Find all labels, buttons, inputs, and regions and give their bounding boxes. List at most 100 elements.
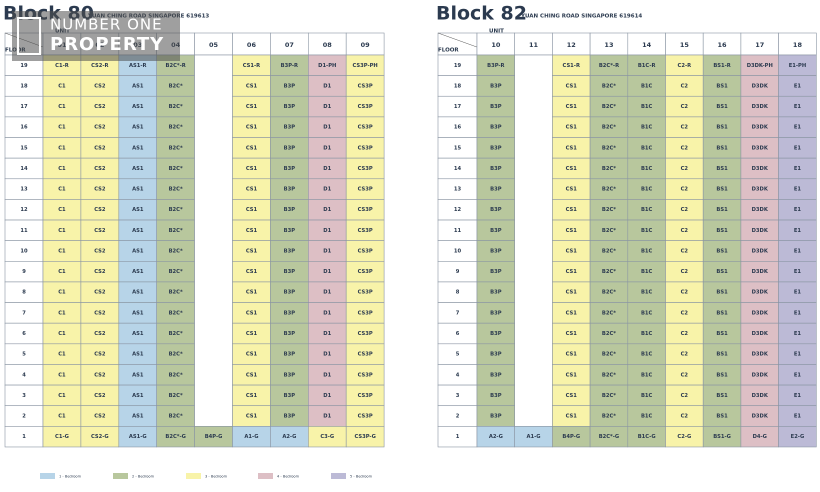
unit-type: D3DK [752, 228, 769, 234]
unit-type: C2 [681, 187, 689, 193]
floor-number: 19 [454, 63, 462, 69]
unit-number: 13 [604, 41, 613, 49]
unit-type: B3P [490, 414, 502, 420]
unit-type: C2 [681, 166, 689, 172]
floor-number: 18 [454, 83, 462, 89]
unit-type: B3P [284, 207, 296, 213]
unit-type: D1 [323, 187, 331, 193]
unit-type: B3P [490, 331, 502, 337]
unit-type: CS1 [246, 166, 258, 172]
unit-type: C1 [58, 145, 66, 151]
unit-type: AS1 [132, 310, 144, 316]
unit-type: E1 [794, 166, 802, 172]
floor-number: 3 [456, 393, 460, 399]
unit-type: C2 [681, 290, 689, 296]
unit-type: CS1 [246, 310, 258, 316]
floor-number: 11 [20, 228, 28, 234]
unit-type: B3P [284, 166, 296, 172]
unit-type: B3P [284, 290, 296, 296]
unit-type: B3P [284, 393, 296, 399]
unit-type: B1C [641, 310, 653, 316]
unit-type: E1 [794, 393, 802, 399]
unit-type: CS1 [566, 372, 578, 378]
unit-type: B2C* [602, 372, 616, 378]
unit-type: B3P [490, 207, 502, 213]
unit-type: C1 [58, 331, 66, 337]
unit-type: CS1 [566, 145, 578, 151]
floor-number: 10 [20, 248, 28, 254]
unit-type: CS1 [566, 125, 578, 131]
legend-swatch [113, 473, 128, 479]
floor-number: 11 [454, 228, 462, 234]
unit-type: CS3P [358, 372, 373, 378]
unit-type: D1 [323, 207, 331, 213]
unit-type: C1 [58, 414, 66, 420]
unit-type: B1C [641, 290, 653, 296]
unit-number: 05 [209, 41, 219, 49]
unit-type: CS2-R [91, 63, 108, 69]
unit-type: CS1 [566, 248, 578, 254]
block-title: Block 82 [436, 3, 527, 25]
unit-type: B1C [641, 83, 653, 89]
unit-type: B2C*-G [165, 434, 186, 440]
unit-type: B1C [641, 269, 653, 275]
unit-type: CS2 [94, 290, 106, 296]
unit-type: B2C* [169, 187, 183, 193]
unit-type: D3DK [752, 372, 769, 378]
unit-type: C2 [681, 83, 689, 89]
unit-type: B1C [641, 414, 653, 420]
unit-type: B2C* [169, 372, 183, 378]
unit-type: D3DK [752, 290, 769, 296]
unit-type: BS1 [716, 290, 728, 296]
unit-type: CS1 [566, 414, 578, 420]
unit-type: C2 [681, 414, 689, 420]
unit-type: BS1 [716, 393, 728, 399]
unit-type: D3DK [752, 83, 769, 89]
unit-type: CS3P [358, 207, 373, 213]
floor-number: 9 [22, 269, 26, 275]
unit-type: CS1 [566, 104, 578, 110]
unit-type: CS1 [566, 331, 578, 337]
unit-type: C1 [58, 310, 66, 316]
unit-type: B3P [490, 187, 502, 193]
legend-swatch [258, 473, 273, 479]
unit-type: B2C* [602, 290, 616, 296]
unit-type: CS1 [246, 248, 258, 254]
unit-type: CS3P [358, 331, 373, 337]
unit-type: C2 [681, 228, 689, 234]
unit-type: B2C*-R [599, 63, 619, 69]
floor-number: 14 [20, 166, 28, 172]
unit-type: AS1-G [129, 434, 147, 440]
unit-type: B3P [490, 125, 502, 131]
unit-type: B1C [641, 393, 653, 399]
unit-type: CS2 [94, 166, 106, 172]
unit-type: B2C* [169, 290, 183, 296]
watermark-text: PROPERTY [50, 34, 164, 55]
unit-type: AS1 [132, 414, 144, 420]
unit-type: CS2 [94, 228, 106, 234]
unit-type: CS1 [246, 228, 258, 234]
unit-type: CS3P-PH [353, 63, 378, 69]
unit-type: B2C* [602, 166, 616, 172]
unit-type: CS1 [566, 166, 578, 172]
unit-type: CS3P [358, 269, 373, 275]
floor-number: 13 [454, 187, 462, 193]
unit-type: C2 [681, 104, 689, 110]
unit-type: D1 [323, 372, 331, 378]
floor-number: 18 [20, 83, 28, 89]
unit-type: D1 [323, 125, 331, 131]
unit-type: B2C* [169, 104, 183, 110]
unit-type: C1 [58, 125, 66, 131]
unit-type: CS3P [358, 145, 373, 151]
unit-type: CS3P-G [354, 434, 375, 440]
unit-type: CS3P [358, 104, 373, 110]
unit-type: D3DK [752, 352, 769, 358]
unit-number: 11 [529, 41, 539, 49]
unit-type: CS1 [566, 269, 578, 275]
unit-type: B2C* [602, 310, 616, 316]
unit-type: B1C [641, 104, 653, 110]
unit-type: C2 [681, 145, 689, 151]
unit-type: A2-G [282, 434, 296, 440]
unit-type: AS1-R [129, 63, 147, 69]
unit-type: CS2 [94, 125, 106, 131]
